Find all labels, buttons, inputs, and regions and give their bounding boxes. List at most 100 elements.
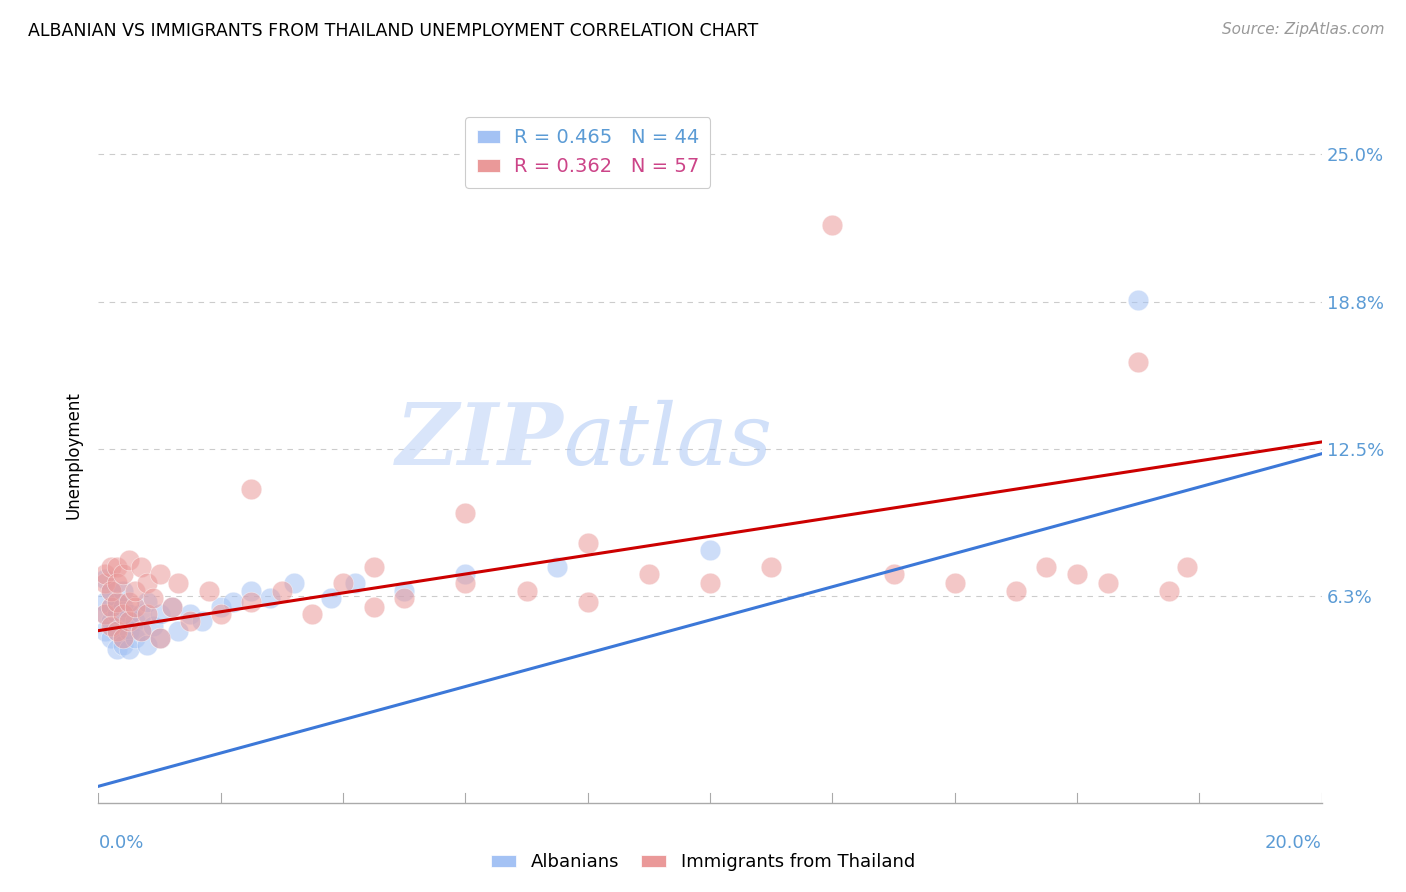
Point bbox=[100, 583, 122, 598]
Point bbox=[124, 631, 146, 645]
Point bbox=[363, 600, 385, 615]
Point bbox=[129, 624, 152, 638]
Point bbox=[1035, 560, 1057, 574]
Point bbox=[167, 624, 190, 638]
Point bbox=[1175, 560, 1198, 574]
Point bbox=[105, 624, 128, 638]
Point bbox=[576, 536, 599, 550]
Point bbox=[118, 642, 141, 657]
Point bbox=[759, 560, 782, 574]
Point bbox=[332, 576, 354, 591]
Point bbox=[100, 619, 122, 633]
Point bbox=[124, 600, 146, 615]
Point bbox=[454, 576, 477, 591]
Legend: Albanians, Immigrants from Thailand: Albanians, Immigrants from Thailand bbox=[484, 847, 922, 879]
Point bbox=[240, 482, 263, 496]
Point bbox=[270, 583, 292, 598]
Point bbox=[699, 543, 721, 558]
Point bbox=[124, 614, 146, 628]
Point bbox=[93, 567, 115, 582]
Point bbox=[319, 591, 342, 605]
Point bbox=[93, 607, 115, 621]
Point bbox=[344, 576, 367, 591]
Point bbox=[883, 567, 905, 582]
Point bbox=[222, 595, 245, 609]
Point bbox=[301, 607, 323, 621]
Point bbox=[111, 607, 134, 621]
Point bbox=[100, 614, 122, 628]
Point bbox=[576, 595, 599, 609]
Text: 0.0%: 0.0% bbox=[98, 834, 143, 852]
Text: atlas: atlas bbox=[564, 400, 772, 483]
Point bbox=[209, 600, 232, 615]
Point bbox=[118, 595, 141, 609]
Point bbox=[142, 619, 165, 633]
Point bbox=[149, 631, 172, 645]
Point bbox=[105, 576, 128, 591]
Point bbox=[197, 583, 219, 598]
Point bbox=[118, 553, 141, 567]
Point bbox=[363, 560, 385, 574]
Point bbox=[129, 607, 152, 621]
Point bbox=[111, 631, 134, 645]
Point bbox=[136, 638, 159, 652]
Point bbox=[93, 595, 115, 609]
Point bbox=[240, 583, 263, 598]
Point bbox=[160, 600, 183, 615]
Point bbox=[1128, 293, 1150, 308]
Point bbox=[100, 631, 122, 645]
Point bbox=[111, 583, 134, 598]
Point bbox=[259, 591, 281, 605]
Point bbox=[111, 631, 134, 645]
Point bbox=[111, 600, 134, 615]
Point bbox=[179, 607, 201, 621]
Y-axis label: Unemployment: Unemployment bbox=[65, 391, 83, 519]
Point bbox=[454, 567, 477, 582]
Point bbox=[1097, 576, 1119, 591]
Point bbox=[149, 607, 172, 621]
Point bbox=[240, 595, 263, 609]
Text: Source: ZipAtlas.com: Source: ZipAtlas.com bbox=[1222, 22, 1385, 37]
Point bbox=[1066, 567, 1088, 582]
Point bbox=[392, 591, 416, 605]
Point bbox=[943, 576, 966, 591]
Point bbox=[821, 218, 844, 232]
Point bbox=[105, 624, 128, 638]
Point bbox=[105, 607, 128, 621]
Point bbox=[100, 600, 122, 615]
Point bbox=[179, 614, 201, 628]
Point bbox=[167, 576, 190, 591]
Point bbox=[105, 595, 128, 609]
Point bbox=[93, 607, 115, 621]
Point bbox=[93, 624, 115, 638]
Point bbox=[1004, 583, 1026, 598]
Point bbox=[209, 607, 232, 621]
Point bbox=[124, 583, 146, 598]
Point bbox=[105, 595, 128, 609]
Point bbox=[516, 583, 538, 598]
Point bbox=[191, 614, 214, 628]
Legend: R = 0.465   N = 44, R = 0.362   N = 57: R = 0.465 N = 44, R = 0.362 N = 57 bbox=[465, 117, 710, 188]
Point bbox=[100, 583, 122, 598]
Point bbox=[149, 631, 172, 645]
Text: 20.0%: 20.0% bbox=[1265, 834, 1322, 852]
Point bbox=[136, 576, 159, 591]
Point bbox=[142, 591, 165, 605]
Point bbox=[100, 600, 122, 615]
Point bbox=[149, 567, 172, 582]
Point bbox=[111, 567, 134, 582]
Point bbox=[105, 560, 128, 574]
Point bbox=[699, 576, 721, 591]
Point bbox=[454, 506, 477, 520]
Point bbox=[100, 560, 122, 574]
Point bbox=[118, 624, 141, 638]
Point bbox=[283, 576, 305, 591]
Point bbox=[129, 560, 152, 574]
Point bbox=[111, 638, 134, 652]
Text: ALBANIAN VS IMMIGRANTS FROM THAILAND UNEMPLOYMENT CORRELATION CHART: ALBANIAN VS IMMIGRANTS FROM THAILAND UNE… bbox=[28, 22, 758, 40]
Point bbox=[392, 583, 416, 598]
Point bbox=[637, 567, 661, 582]
Point bbox=[93, 572, 115, 586]
Text: ZIP: ZIP bbox=[395, 400, 564, 483]
Point bbox=[1128, 355, 1150, 369]
